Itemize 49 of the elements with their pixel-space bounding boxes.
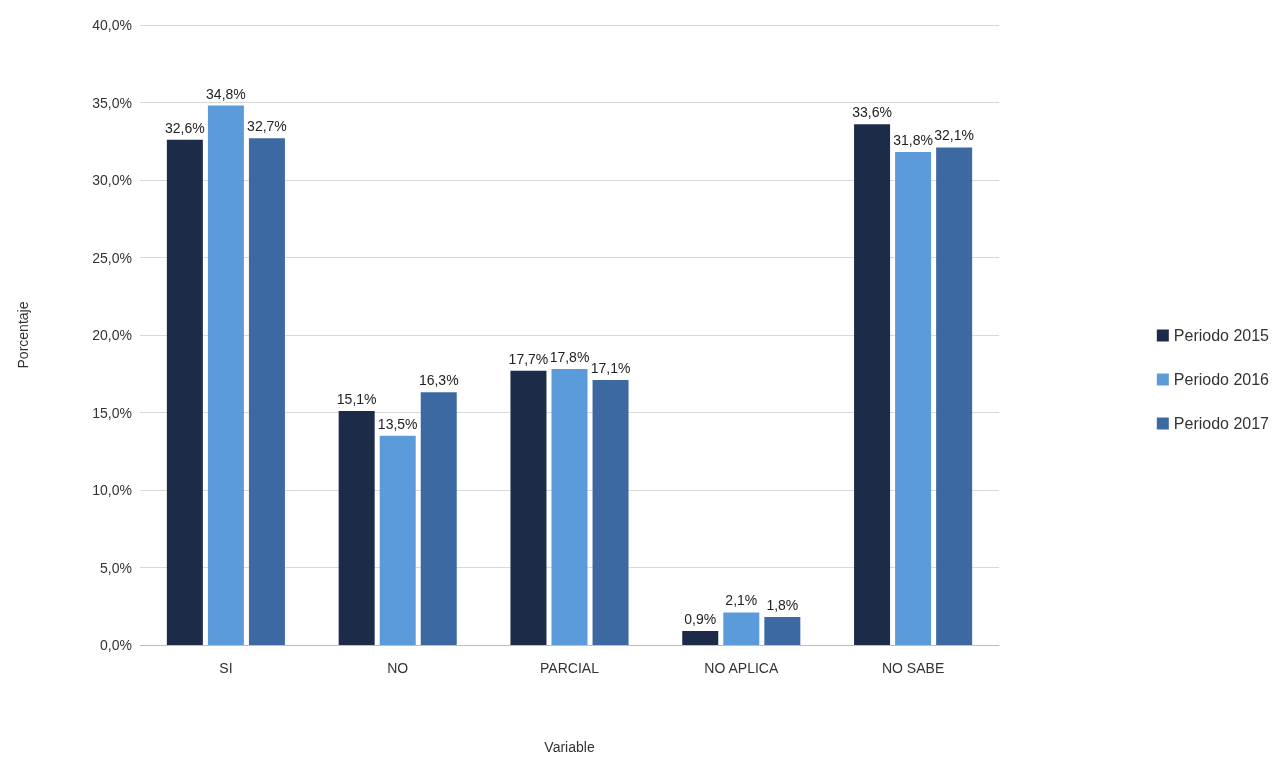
x-tick-label: NO (387, 660, 409, 676)
legend-label: Periodo 2017 (1173, 415, 1270, 432)
data-label: 17,7% (508, 350, 549, 367)
bar (207, 105, 244, 645)
data-label: 16,3% (418, 372, 459, 389)
data-label: 13,5% (377, 415, 418, 432)
x-tick-label: NO APLICA (704, 660, 779, 676)
bar (936, 147, 973, 645)
data-label: 32,7% (247, 118, 287, 135)
bar (592, 379, 629, 645)
data-label: 2,1% (725, 592, 758, 609)
data-label: 15,1% (336, 390, 377, 407)
x-tick-label: SI (219, 660, 233, 676)
data-label: 1,8% (766, 597, 799, 614)
data-label: 17,8% (549, 349, 590, 366)
y-tick-label: 25,0% (92, 249, 132, 266)
data-label: 17,1% (590, 359, 631, 376)
y-tick-label: 15,0% (92, 404, 132, 421)
legend-label: Periodo 2015 (1173, 327, 1270, 344)
y-tick-label: 40,0% (92, 17, 132, 33)
bar (510, 370, 547, 645)
x-axis-title: Variable (544, 739, 595, 755)
bar (166, 139, 203, 645)
data-label: 0,9% (684, 611, 717, 628)
data-label: 32,1% (934, 127, 974, 144)
data-label: 32,6% (165, 119, 205, 136)
x-tick-label: PARCIAL (540, 660, 600, 676)
x-tick-label: NO SABE (881, 660, 945, 676)
y-tick-label: 35,0% (92, 94, 132, 111)
y-axis-title: Porcentaje (15, 301, 31, 369)
legend-label: Periodo 2016 (1173, 371, 1270, 388)
y-tick-label: 0,0% (100, 637, 132, 653)
bar (682, 631, 719, 645)
data-label: 33,6% (852, 104, 892, 121)
bar (723, 612, 760, 645)
bar (764, 617, 801, 645)
bar (338, 410, 375, 645)
bar (379, 435, 416, 645)
data-label: 34,8% (206, 85, 246, 102)
y-tick-label: 10,0% (92, 482, 132, 498)
bar (420, 392, 457, 645)
bar (248, 138, 285, 645)
y-tick-label: 5,0% (100, 559, 132, 576)
data-label: 31,8% (893, 132, 933, 149)
y-tick-label: 30,0% (92, 172, 132, 188)
bar (551, 369, 588, 645)
y-tick-label: 20,0% (92, 327, 132, 343)
bar (854, 124, 891, 645)
bar (895, 152, 932, 645)
